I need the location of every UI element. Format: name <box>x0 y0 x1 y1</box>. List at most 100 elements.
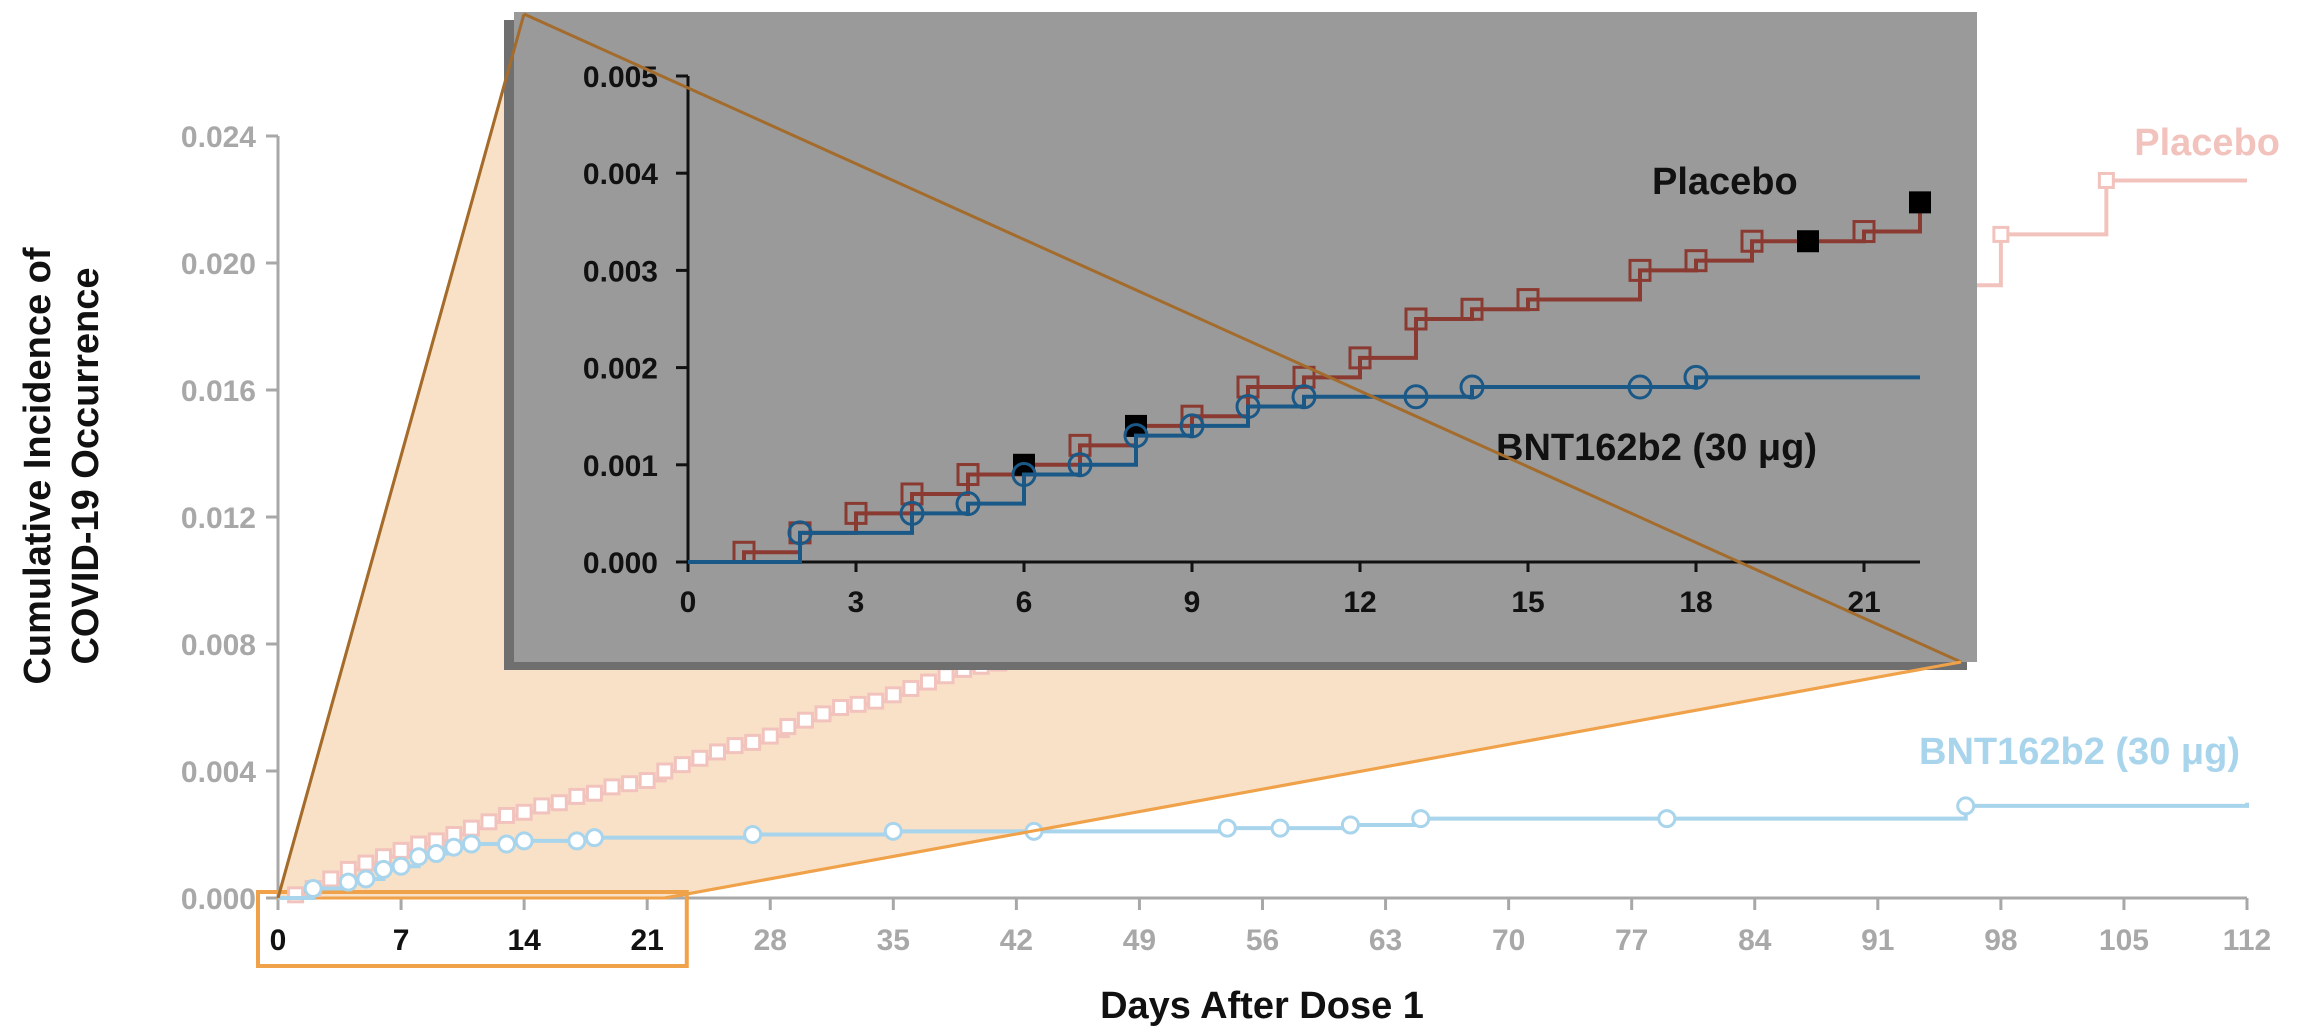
inset-data-point <box>1459 374 1485 400</box>
y-tick-label: 0.004 <box>181 756 256 789</box>
inset-data-point <box>1628 258 1652 282</box>
main-placebo-label: Placebo <box>2134 122 2280 164</box>
x-tick-label: 35 <box>877 924 910 957</box>
inset-data-point <box>1179 413 1205 439</box>
data-point <box>638 772 656 790</box>
data-point <box>1340 815 1360 835</box>
inset-data-point <box>1516 288 1540 312</box>
data-point <box>322 870 340 888</box>
data-point <box>691 749 709 767</box>
inset-x-tick-label: 18 <box>1679 586 1712 619</box>
data-point <box>533 797 551 815</box>
data-point <box>726 737 744 755</box>
data-point <box>919 673 937 691</box>
x-tick-label: 63 <box>1369 924 1402 957</box>
data-point <box>356 869 376 889</box>
zoom-connector-lines <box>276 12 1962 900</box>
main-bnt-label: BNT162b2 (30 μg) <box>1919 731 2240 773</box>
y-axis-title-line-2: COVID-19 Occurrence <box>65 267 107 664</box>
inset-y-tick-label: 0.000 <box>583 547 658 580</box>
x-tick-label: 28 <box>754 924 787 957</box>
data-point <box>373 859 393 879</box>
data-point <box>338 872 358 892</box>
data-point <box>584 828 604 848</box>
zoom-line-right <box>664 660 1962 900</box>
inset-data-point <box>1740 229 1764 253</box>
inset-data-point <box>1403 384 1429 410</box>
data-point <box>515 803 533 821</box>
data-point <box>832 699 850 716</box>
data-point <box>461 834 481 854</box>
x-tick-label: 49 <box>1123 924 1156 957</box>
inset-panel: 0.000 0.001 0.002 0.003 0.004 0.005 0 3 6 9 12 15 18… <box>504 12 1977 670</box>
inset-data-point <box>956 463 980 487</box>
inset-data-point <box>900 482 924 506</box>
inset-y-tick-label: 0.004 <box>583 158 658 191</box>
inset-data-point <box>787 520 813 546</box>
inset-x-tick-label: 6 <box>1016 586 1033 619</box>
inset-x-tick-label: 3 <box>848 586 865 619</box>
x-tick-label: 77 <box>1615 924 1648 957</box>
y-tick-label: 0.000 <box>181 883 256 916</box>
data-point <box>902 679 920 697</box>
data-point <box>814 705 832 723</box>
inset-data-point <box>1852 220 1876 244</box>
data-point <box>462 819 480 837</box>
inset-y-tick-label: 0.002 <box>583 353 658 386</box>
y-tick-label: 0.024 <box>181 121 256 154</box>
inset-data-point <box>1011 462 1037 488</box>
y-axis-title-line-1: Cumulative Incidence of <box>17 247 59 684</box>
data-point <box>937 667 955 685</box>
inset-data-point <box>955 491 981 517</box>
data-point <box>426 844 446 864</box>
data-point <box>568 787 586 805</box>
data-point <box>621 775 639 793</box>
x-tick-label: 84 <box>1738 924 1772 957</box>
inset-data-point <box>1627 374 1653 400</box>
y-axis-title: Cumulative Incidence of COVID-19 Occurren… <box>17 247 107 684</box>
data-point <box>444 837 464 857</box>
inset-data-point <box>1067 452 1093 478</box>
zoom-line-diagonal <box>523 12 1962 664</box>
inset-filled-point <box>1797 230 1819 253</box>
inset-data-point <box>1683 364 1709 390</box>
data-point <box>1217 818 1237 838</box>
x-tick-label: 105 <box>2099 924 2149 957</box>
y-tick-label: 0.012 <box>181 502 256 535</box>
y-tick-label: 0.016 <box>181 375 256 408</box>
x-tick-label: 0 <box>270 924 287 957</box>
inset-data-point <box>1404 307 1428 331</box>
data-point <box>585 784 603 802</box>
inset-data-point <box>1291 384 1317 410</box>
data-point <box>392 841 410 859</box>
main-series-layer <box>278 171 2249 904</box>
data-point <box>1956 796 1976 816</box>
data-point <box>550 794 568 812</box>
inset-x-tick-label: 9 <box>1184 586 1201 619</box>
data-point <box>867 692 885 710</box>
inset-data-point <box>1236 375 1260 399</box>
inset-data-point <box>1348 346 1372 370</box>
x-tick-label: 56 <box>1246 924 1279 957</box>
x-tick-label: 42 <box>1000 924 1033 957</box>
zoom-line-left <box>276 13 526 899</box>
data-point <box>567 831 587 851</box>
data-point <box>743 825 763 844</box>
data-point <box>884 686 902 704</box>
x-tick-label: 21 <box>631 924 664 957</box>
data-point <box>303 878 323 898</box>
x-tick-label: 91 <box>1861 924 1894 957</box>
data-point <box>1411 809 1431 829</box>
data-point <box>796 711 814 729</box>
x-tick-label: 112 <box>2223 924 2271 957</box>
data-point <box>498 806 516 824</box>
inset-x-tick-label: 12 <box>1343 586 1376 619</box>
data-point <box>2097 171 2115 189</box>
x-axis-title: Days After Dose 1 <box>1100 985 1424 1027</box>
data-point <box>849 695 867 713</box>
inset-bnt-label: BNT162b2 (30 μg) <box>1496 427 1817 469</box>
data-point <box>497 834 517 854</box>
inset-data-point <box>1068 433 1092 457</box>
data-point <box>761 727 779 745</box>
inset-placebo-label: Placebo <box>1652 161 1798 203</box>
